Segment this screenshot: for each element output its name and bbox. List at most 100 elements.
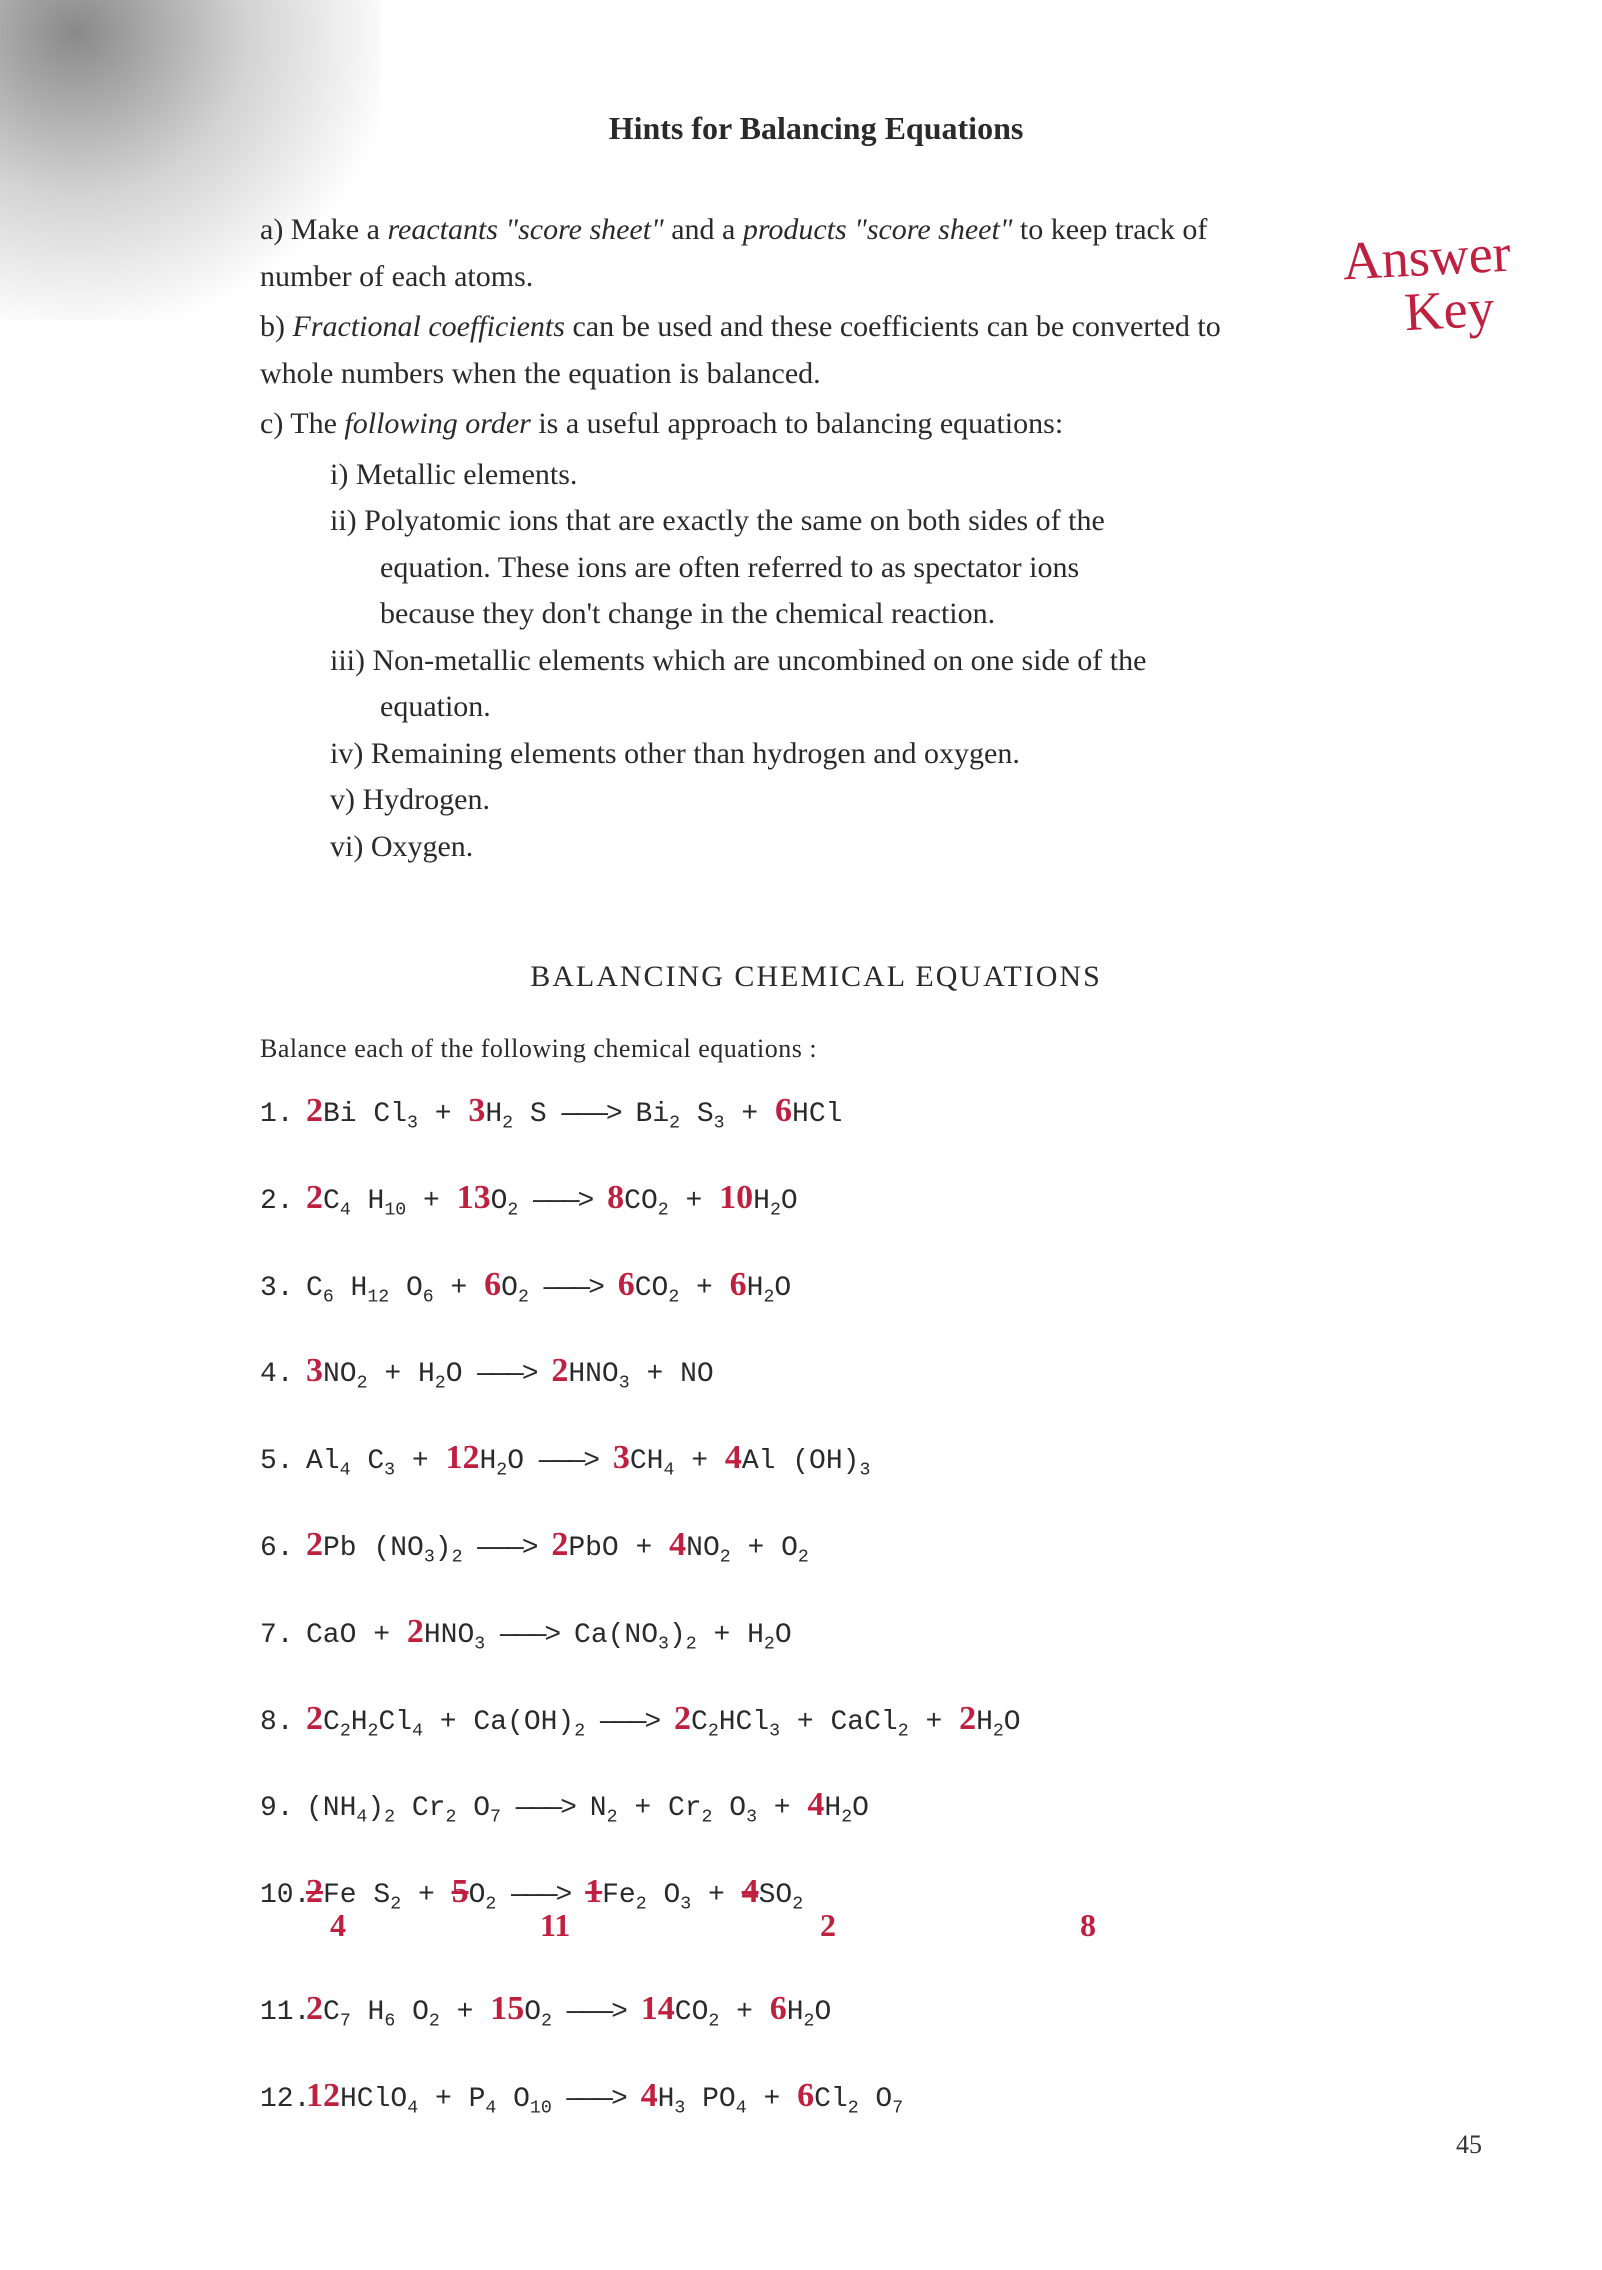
- chemical-formula: H2O: [753, 1186, 798, 1217]
- chemical-formula: NO2: [686, 1533, 731, 1564]
- chemical-formula: Bi2 S3: [636, 1099, 725, 1130]
- chemical-formula: C4 H10: [323, 1186, 406, 1217]
- text: and a: [664, 213, 743, 246]
- chemical-formula: Fe2 O3: [602, 1880, 691, 1911]
- handwritten-coefficient: 4: [669, 1528, 686, 1562]
- equation-row: 3.C6 H12 O6 + 6O2 ———> 6CO2 + 6H2O: [260, 1268, 1452, 1307]
- text-italic: Fractional coefficients: [293, 310, 565, 343]
- chemical-formula: H2O: [418, 1359, 463, 1390]
- equation-number: 11.: [260, 1999, 306, 2027]
- equation-row: 1.2Bi Cl3 + 3H2 S ———> Bi2 S3 + 6HCl: [260, 1094, 1452, 1133]
- chemical-formula: O2: [491, 1186, 519, 1217]
- equation-number: 1.: [260, 1101, 306, 1129]
- handwritten-coefficient: 15: [490, 1992, 524, 2026]
- chemical-formula: P4 O10: [469, 2084, 552, 2115]
- plus-sign: +: [909, 1707, 959, 1738]
- handwritten-coefficient: 6: [730, 1268, 747, 1302]
- reaction-arrow: ———>: [485, 1620, 574, 1651]
- plus-sign: +: [418, 2084, 468, 2115]
- handwritten-coefficient: 2: [674, 1702, 691, 1736]
- hint-ii: ii) Polyatomic ions that are exactly the…: [260, 498, 1160, 638]
- chemical-formula: H3 PO4: [658, 2084, 747, 2115]
- plus-sign: +: [731, 1533, 781, 1564]
- handwritten-coefficient: 2: [407, 1615, 424, 1649]
- handwritten-coefficient: 4: [725, 1441, 742, 1475]
- plus-sign: +: [630, 1359, 680, 1390]
- equation-number: 12.: [260, 2086, 306, 2114]
- chemical-formula: SO2: [759, 1880, 804, 1911]
- chemical-formula: Al4 C3: [306, 1446, 395, 1477]
- reaction-arrow: ———>: [552, 1997, 641, 2028]
- hints-block: a) Make a reactants "score sheet" and a …: [260, 207, 1260, 870]
- plus-sign: +: [725, 1099, 775, 1130]
- chemical-formula: CaO: [306, 1620, 356, 1651]
- handwritten-coefficient: 2: [306, 1992, 323, 2026]
- page-number: 45: [1456, 2130, 1482, 2160]
- hint-a: a) Make a reactants "score sheet" and a …: [260, 207, 1260, 300]
- handwritten-coefficient: 14: [641, 1992, 675, 2026]
- handwritten-coefficient: 8: [607, 1181, 624, 1215]
- equation-number: 8.: [260, 1709, 306, 1737]
- plus-sign: +: [618, 1793, 668, 1824]
- equation-number: 6.: [260, 1535, 306, 1563]
- plus-sign: +: [368, 1359, 418, 1390]
- hint-c: c) The following order is a useful appro…: [260, 401, 1260, 448]
- correction-coefficient: 2: [820, 1909, 836, 1941]
- chemical-formula: Ca(OH)2: [473, 1707, 585, 1738]
- plus-sign: +: [780, 1707, 830, 1738]
- plus-sign: +: [679, 1273, 729, 1304]
- answer-key-line2: Key: [1384, 280, 1515, 341]
- plus-sign: +: [356, 1620, 406, 1651]
- text: is a useful approach to balancing equati…: [531, 407, 1063, 440]
- handwritten-coefficient: 4: [742, 1875, 759, 1909]
- handwritten-coefficient: 1: [585, 1875, 602, 1909]
- plus-sign: +: [401, 1880, 451, 1911]
- chemical-formula: O2: [781, 1533, 809, 1564]
- handwritten-coefficient: 2: [959, 1702, 976, 1736]
- reaction-arrow: ———>: [552, 2084, 641, 2115]
- handwritten-coefficient: 6: [484, 1268, 501, 1302]
- reaction-arrow: ———>: [585, 1707, 674, 1738]
- chemical-formula: Cl2 O7: [814, 2084, 903, 2115]
- equation-row: 6.2Pb (NO3)2 ———> 2PbO + 4NO2 + O2: [260, 1528, 1452, 1567]
- handwritten-coefficient: 3: [306, 1354, 323, 1388]
- chemical-formula: Pb (NO3)2: [323, 1533, 462, 1564]
- plus-sign: +: [697, 1620, 747, 1651]
- chemical-formula: Bi Cl3: [323, 1099, 418, 1130]
- equation-row: 8.2C2H2Cl4 + Ca(OH)2 ———> 2C2HCl3 + CaCl…: [260, 1702, 1452, 1741]
- chemical-formula: C6 H12 O6: [306, 1273, 434, 1304]
- handwritten-coefficient: 6: [797, 2079, 814, 2113]
- plus-sign: +: [395, 1446, 445, 1477]
- equation-number: 10.: [260, 1882, 306, 1910]
- chemical-formula: HCl: [792, 1099, 842, 1130]
- chemical-formula: N2: [590, 1793, 618, 1824]
- chemical-formula: C7 H6 O2: [323, 1997, 440, 2028]
- equation-number: 2.: [260, 1188, 306, 1216]
- reaction-arrow: ———>: [524, 1446, 613, 1477]
- handwritten-coefficient: 13: [457, 1181, 491, 1215]
- equation-row: 7.CaO + 2HNO3 ———> Ca(NO3)2 + H2O: [260, 1615, 1452, 1654]
- plus-sign: +: [669, 1186, 719, 1217]
- chemical-formula: NO: [680, 1359, 714, 1390]
- text-italic: products "score sheet": [743, 213, 1013, 246]
- plus-sign: +: [747, 2084, 797, 2115]
- equation-number: 4.: [260, 1361, 306, 1389]
- chemical-formula: H2O: [479, 1446, 524, 1477]
- handwritten-coefficient: 2: [306, 1094, 323, 1128]
- equation-row: 12.12HClO4 + P4 O10 ———> 4H3 PO4 + 6Cl2 …: [260, 2079, 1452, 2118]
- text: a) Make a: [260, 213, 387, 246]
- text-italic: following order: [344, 407, 530, 440]
- hint-i: i) Metallic elements.: [260, 452, 1260, 499]
- plus-sign: +: [691, 1880, 741, 1911]
- handwritten-coefficient: 6: [618, 1268, 635, 1302]
- handwritten-coefficient: 2: [306, 1702, 323, 1736]
- handwritten-coefficient: 12: [445, 1441, 479, 1475]
- handwritten-coefficient: 4: [807, 1788, 824, 1822]
- chemical-formula: HNO3: [568, 1359, 629, 1390]
- equation-number: 3.: [260, 1275, 306, 1303]
- chemical-formula: CaCl2: [831, 1707, 909, 1738]
- chemical-formula: H2 S: [485, 1099, 546, 1130]
- handwritten-coefficient: 2: [551, 1528, 568, 1562]
- plus-sign: +: [757, 1793, 807, 1824]
- handwritten-coefficient: 6: [770, 1992, 787, 2026]
